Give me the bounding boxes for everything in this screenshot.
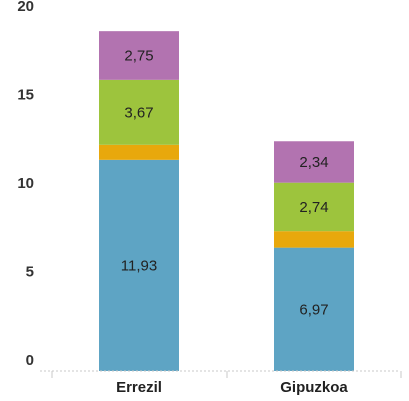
bar-segment <box>99 79 179 145</box>
y-tick-label: 15 <box>17 87 34 104</box>
data-label: 2,75 <box>124 47 153 64</box>
y-tick-label: 0 <box>26 352 34 369</box>
bar-segment <box>274 141 354 183</box>
x-tick-label: Gipuzkoa <box>280 379 348 396</box>
data-label: 2,74 <box>299 199 328 216</box>
x-axis-separators <box>51 371 402 378</box>
data-label: 6,97 <box>299 301 328 318</box>
y-axis-ticks: 0 5 10 15 20 <box>17 0 34 369</box>
y-tick-label: 10 <box>17 175 34 192</box>
data-label: 11,93 <box>121 257 157 274</box>
data-label: 3,67 <box>124 104 153 121</box>
y-tick-label: 5 <box>26 264 34 281</box>
data-labels: 11,93 3,67 2,75 6,97 2,74 2,34 <box>121 47 329 318</box>
bar-segment <box>274 247 354 371</box>
bar-segment <box>99 144 179 160</box>
x-axis-labels: Errezil Gipuzkoa <box>116 379 348 396</box>
bars <box>99 31 354 371</box>
bar-segment <box>274 182 354 232</box>
y-tick-label: 20 <box>17 0 34 15</box>
bar-segment <box>99 31 179 80</box>
data-label: 2,34 <box>299 154 328 171</box>
bar-segment <box>99 159 179 371</box>
bar-segment <box>274 231 354 248</box>
x-tick-label: Errezil <box>116 379 162 396</box>
